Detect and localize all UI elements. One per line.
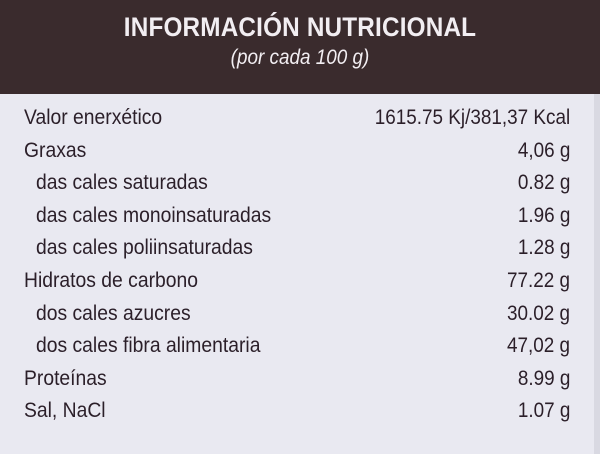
table-row-polyunsaturated: das cales poliinsaturadas 1.28 g [0, 234, 600, 267]
row-name: Hidratos de carbono [24, 268, 198, 292]
row-value: 0.82 g [517, 171, 570, 195]
row-name: das cales saturadas [36, 171, 208, 195]
row-name: dos cales fibra alimentaria [36, 334, 261, 358]
row-value: 1615.75 Kj/381,37 Kcal [374, 106, 570, 129]
row-name: das cales monoinsaturadas [36, 203, 272, 227]
row-value: 1.28 g [517, 236, 570, 260]
label-edge-shadow [594, 94, 600, 454]
row-value: 47,02 g [506, 334, 570, 358]
table-row-salt: Sal, NaCl 1.07 g [0, 397, 600, 430]
nutrition-table: Valor enerxético 1615.75 Kj/381,37 Kcal G… [0, 104, 600, 430]
table-row-energy: Valor enerxético 1615.75 Kj/381,37 Kcal [0, 104, 600, 137]
row-name: Graxas [24, 138, 87, 162]
table-row-fat: Graxas 4,06 g [0, 137, 600, 170]
label-subtitle: (por cada 100 g) [230, 46, 370, 69]
label-header: INFORMACIÓN NUTRICIONAL (por cada 100 g) [0, 0, 600, 94]
row-value: 8.99 g [517, 366, 570, 390]
table-row-protein: Proteínas 8.99 g [0, 365, 600, 398]
row-value: 77.22 g [506, 268, 570, 292]
row-name: dos cales azucres [36, 301, 191, 325]
table-row-carbohydrates: Hidratos de carbono 77.22 g [0, 267, 600, 300]
row-name: das cales poliinsaturadas [36, 236, 253, 260]
label-title: INFORMACIÓN NUTRICIONAL [123, 12, 477, 42]
table-row-fiber: dos cales fibra alimentaria 47,02 g [0, 332, 600, 365]
row-value: 30.02 g [506, 301, 570, 325]
table-row-monounsaturated: das cales monoinsaturadas 1.96 g [0, 202, 600, 235]
row-value: 1.07 g [517, 399, 570, 423]
row-name: Valor enerxético [24, 106, 163, 129]
row-value: 1.96 g [517, 203, 570, 227]
table-row-sugars: dos cales azucres 30.02 g [0, 300, 600, 333]
row-value: 4,06 g [517, 138, 570, 162]
row-name: Proteínas [24, 366, 107, 390]
row-name: Sal, NaCl [24, 399, 106, 423]
table-row-saturated: das cales saturadas 0.82 g [0, 169, 600, 202]
